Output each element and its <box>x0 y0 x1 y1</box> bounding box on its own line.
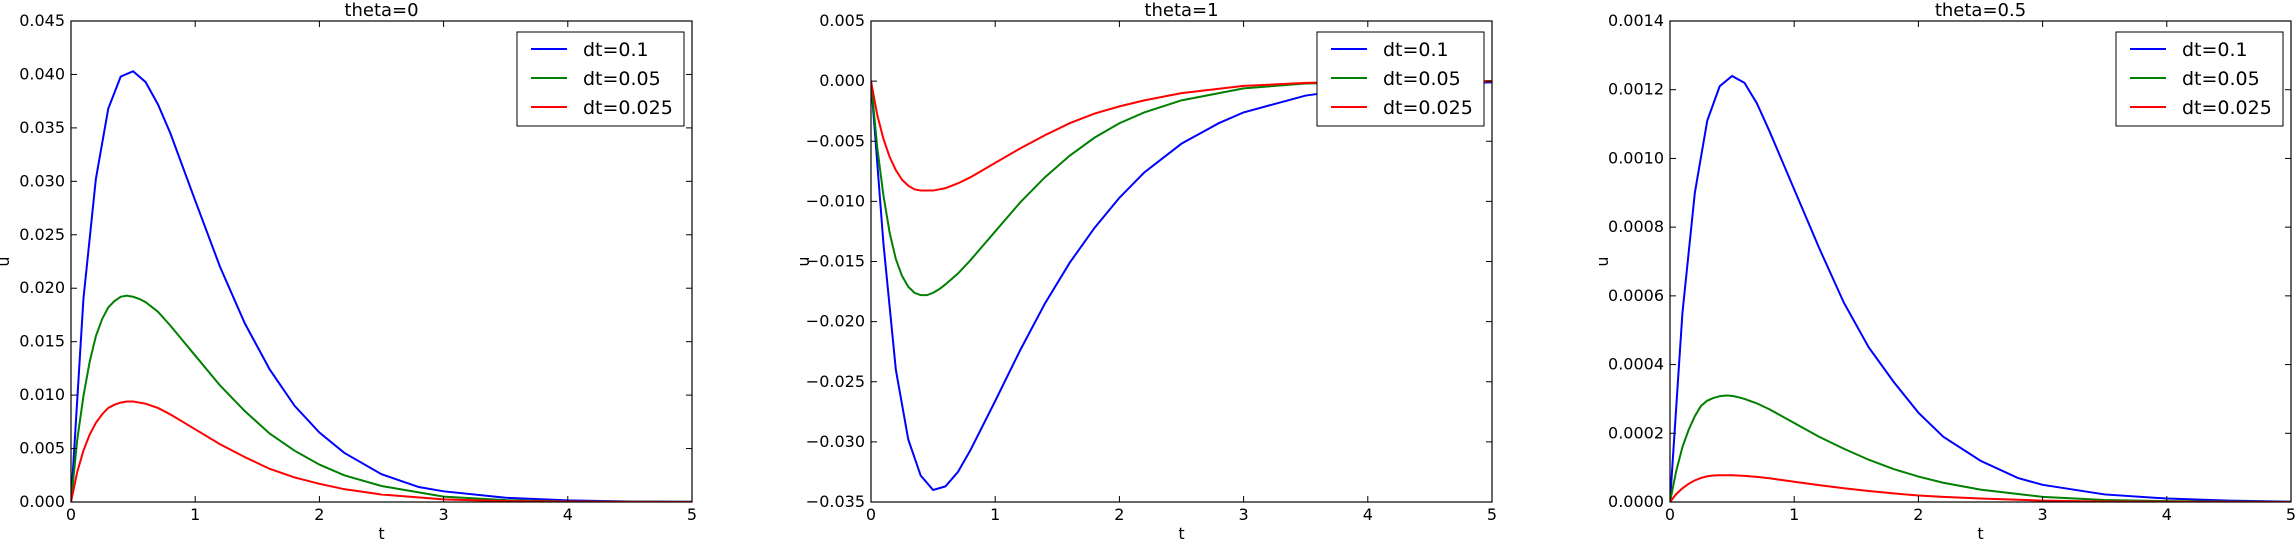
series-line-dt=0.05 <box>871 80 1492 297</box>
x-tick-label: 0 <box>866 505 876 524</box>
y-tick-label: −0.020 <box>806 312 865 331</box>
chart-title: theta=0 <box>344 0 418 21</box>
y-tick-label: 0.005 <box>19 439 65 458</box>
legend-entry-label: dt=0.025 <box>1383 97 1473 119</box>
series-line-dt=0.1 <box>1670 74 2291 502</box>
x-axis-label: t <box>378 524 384 542</box>
y-tick-label: 0.005 <box>819 11 865 30</box>
x-tick-label: 5 <box>687 505 697 524</box>
y-axis-label: u <box>1593 256 1612 266</box>
x-tick-label: 1 <box>190 505 200 524</box>
x-tick-label: 4 <box>1363 505 1373 524</box>
plot-frame <box>70 20 693 503</box>
y-axis-label: u <box>794 256 813 266</box>
y-tick-label: −0.025 <box>806 372 865 391</box>
x-tick-label: 2 <box>314 505 324 524</box>
y-tick-label: 0.000 <box>819 71 865 90</box>
x-tick-label: 5 <box>1487 505 1497 524</box>
x-tick-label: 4 <box>2162 505 2172 524</box>
y-tick-label: 0.040 <box>19 64 65 83</box>
legend: dt=0.1 dt=0.05 dt=0.025 <box>516 31 685 127</box>
series-line-dt=0.05 <box>1670 394 2291 502</box>
y-tick-label: 0.035 <box>19 118 65 137</box>
y-tick-label: 0.015 <box>19 332 65 351</box>
y-tick-label: 0.020 <box>19 278 65 297</box>
y-tick-label: 0.045 <box>19 11 65 30</box>
y-tick-label: −0.035 <box>806 492 865 511</box>
x-tick-label: 1 <box>990 505 1000 524</box>
x-axis-label: t <box>1178 524 1184 542</box>
plot-frame <box>1669 20 2292 503</box>
legend-entry-label: dt=0.05 <box>583 68 661 90</box>
legend: dt=0.1 dt=0.05 dt=0.025 <box>1316 31 1485 127</box>
y-tick-label: 0.0006 <box>1608 286 1664 305</box>
y-tick-label: 0.0004 <box>1608 355 1664 374</box>
x-tick-label: 5 <box>2286 505 2296 524</box>
x-tick-label: 4 <box>563 505 573 524</box>
x-axis-label: t <box>1977 524 1983 542</box>
y-tick-label: −0.010 <box>806 191 865 210</box>
y-tick-label: 0.030 <box>19 171 65 190</box>
x-tick-label: 0 <box>1665 505 1675 524</box>
x-tick-label: 3 <box>1239 505 1249 524</box>
x-tick-label: 2 <box>1114 505 1124 524</box>
y-tick-label: 0.010 <box>19 385 65 404</box>
chart-panel-2: 0 1 2 3 4 5 −0.035 −0.030 −0.025 −0.020 −0.015 −0.0… <box>794 0 1497 542</box>
y-tick-label: −0.005 <box>806 131 865 150</box>
x-tick-label: 2 <box>1913 505 1923 524</box>
x-tick-label: 3 <box>439 505 449 524</box>
y-axis-label: u <box>0 256 13 266</box>
y-tick-label: −0.015 <box>806 252 865 271</box>
legend-entry-label: dt=0.1 <box>1383 39 1449 61</box>
y-tick-label: 0.0008 <box>1608 217 1664 236</box>
series-line-dt=0.1 <box>871 81 1492 492</box>
series-line-dt=0.05 <box>71 294 692 502</box>
y-tick-label: 0.000 <box>19 492 65 511</box>
chart-panel-3: 0 1 2 3 4 5 0.0000 0.0002 0.0004 0.0006 0.0008 0.00… <box>1593 0 2296 542</box>
y-tick-label: 0.0014 <box>1608 11 1664 30</box>
series-line-dt=0.025 <box>71 400 692 502</box>
chart-title: theta=0.5 <box>1935 0 2026 21</box>
legend-entry-label: dt=0.1 <box>583 39 649 61</box>
y-tick-label: −0.030 <box>806 432 865 451</box>
chart-panel-1: 0 1 2 3 4 5 0.000 0.005 0.010 0.015 0.020 0.025 0.03… <box>0 0 697 542</box>
y-tick-label: 0.0000 <box>1608 492 1664 511</box>
y-tick-label: 0.0012 <box>1608 80 1664 99</box>
legend-entry-label: dt=0.05 <box>1383 68 1461 90</box>
series-line-dt=0.025 <box>871 80 1492 192</box>
x-tick-label: 3 <box>2038 505 2048 524</box>
legend: dt=0.1 dt=0.05 dt=0.025 <box>2115 31 2284 127</box>
legend-entry-label: dt=0.1 <box>2182 39 2248 61</box>
y-tick-label: 0.0002 <box>1608 423 1664 442</box>
y-tick-label: 0.025 <box>19 225 65 244</box>
series-line-dt=0.1 <box>71 70 692 502</box>
legend-entry-label: dt=0.05 <box>2182 68 2260 90</box>
y-tick-label: 0.0010 <box>1608 148 1664 167</box>
series-line-dt=0.025 <box>1670 474 2291 502</box>
x-tick-label: 0 <box>66 505 76 524</box>
legend-entry-label: dt=0.025 <box>2182 97 2272 119</box>
x-tick-label: 1 <box>1789 505 1799 524</box>
legend-entry-label: dt=0.025 <box>583 97 673 119</box>
chart-title: theta=1 <box>1144 0 1218 21</box>
